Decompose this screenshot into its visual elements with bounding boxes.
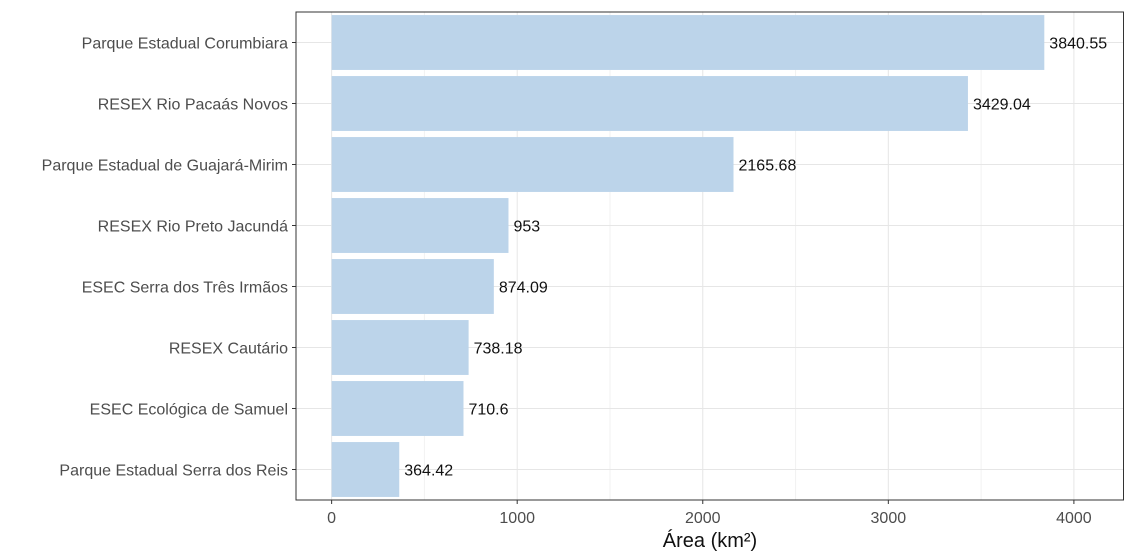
x-tick-label: 1000 [499,510,535,527]
bar [331,137,734,192]
x-tick-label: 3000 [871,510,907,527]
bars [331,15,1045,497]
data-label: 3840.55 [1049,36,1107,53]
x-axis: 0 1000 2000 3000 4000 [327,500,1092,527]
bar [331,259,494,314]
bar [331,442,400,497]
bar [331,198,509,253]
y-tick-label: Parque Estadual Serra dos Reis [59,463,288,480]
y-tick-label: ESEC Ecológica de Samuel [90,402,288,419]
y-tick-label: RESEX Rio Preto Jacundá [98,219,288,236]
data-label: 738.18 [474,341,523,358]
data-label: 364.42 [404,463,453,480]
data-label: 2165.68 [739,158,797,175]
data-label: 3429.04 [973,97,1031,114]
y-tick-label: Parque Estadual de Guajará-Mirim [42,158,288,175]
x-axis-title: Área (km²) [663,529,757,552]
data-label: 953 [513,219,540,236]
data-label: 710.6 [468,402,508,419]
y-tick-label: RESEX Rio Pacaás Novos [98,97,288,114]
data-label: 874.09 [499,280,548,297]
y-tick-label: RESEX Cautário [169,341,288,358]
bar [331,320,469,375]
bar [331,76,968,131]
y-axis: Parque Estadual Corumbiara RESEX Rio Paca… [42,36,296,480]
data-labels: 3840.55 3429.04 2165.68 953 874.09 738.18 710.… [404,36,1107,480]
bar [331,15,1045,70]
panel-border [295,11,1124,501]
x-tick-label: 2000 [685,510,721,527]
x-tick-label: 0 [327,510,336,527]
bar [331,381,464,436]
y-tick-label: ESEC Serra dos Três Irmãos [82,280,288,297]
x-tick-label: 4000 [1056,510,1092,527]
y-tick-label: Parque Estadual Corumbiara [82,36,288,53]
